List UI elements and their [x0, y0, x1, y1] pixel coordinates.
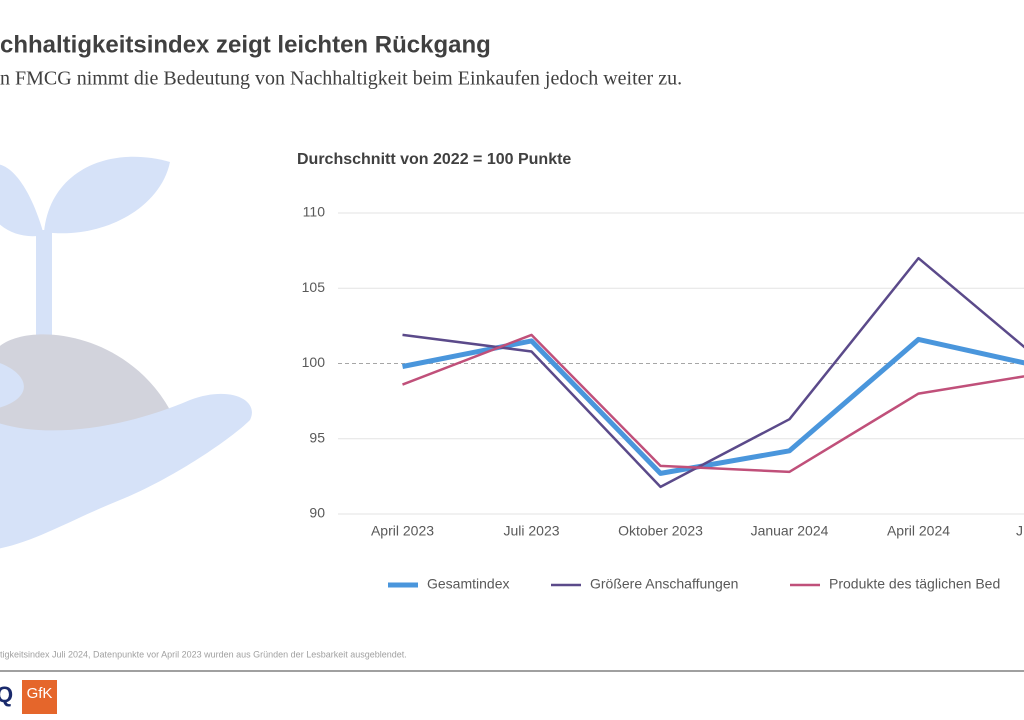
y-tick-label: 105 [302, 279, 326, 295]
x-tick-label: April 2024 [887, 523, 950, 539]
plant-illustration [0, 156, 252, 549]
chart-title: Durchschnitt von 2022 = 100 Punkte [297, 151, 571, 168]
y-tick-label: 100 [302, 354, 326, 370]
y-tick-label: 90 [309, 505, 325, 521]
y-tick-label: 95 [309, 429, 325, 445]
title: chhaltigkeitsindex zeigt leichten Rückga… [0, 31, 491, 58]
x-tick-label: J [1016, 523, 1023, 539]
legend-label: Produkte des täglichen Bed [829, 576, 1000, 592]
series-line [402, 333, 1024, 474]
x-tick-label: Juli 2023 [503, 523, 559, 539]
logo-right: GfK [27, 685, 53, 702]
x-tick-label: April 2023 [371, 523, 434, 539]
series-line [402, 336, 1024, 476]
footnote: tigkeitsindex Juli 2024, Datenpunkte vor… [0, 649, 407, 659]
legend-label: Gesamtindex [427, 576, 509, 592]
subtitle: n FMCG nimmt die Bedeutung von Nachhalti… [0, 68, 682, 90]
series-line [402, 256, 1024, 489]
legend-label: Größere Anschaffungen [590, 576, 738, 592]
logo-left: Q [0, 682, 13, 707]
x-tick-label: Januar 2024 [751, 523, 829, 539]
logo-box [22, 680, 57, 714]
x-tick-label: Oktober 2023 [618, 523, 703, 539]
y-tick-label: 110 [303, 204, 326, 220]
plot: 90 95 100 105 110 April 2023 Juli 2023 Oktober … [302, 204, 1024, 592]
